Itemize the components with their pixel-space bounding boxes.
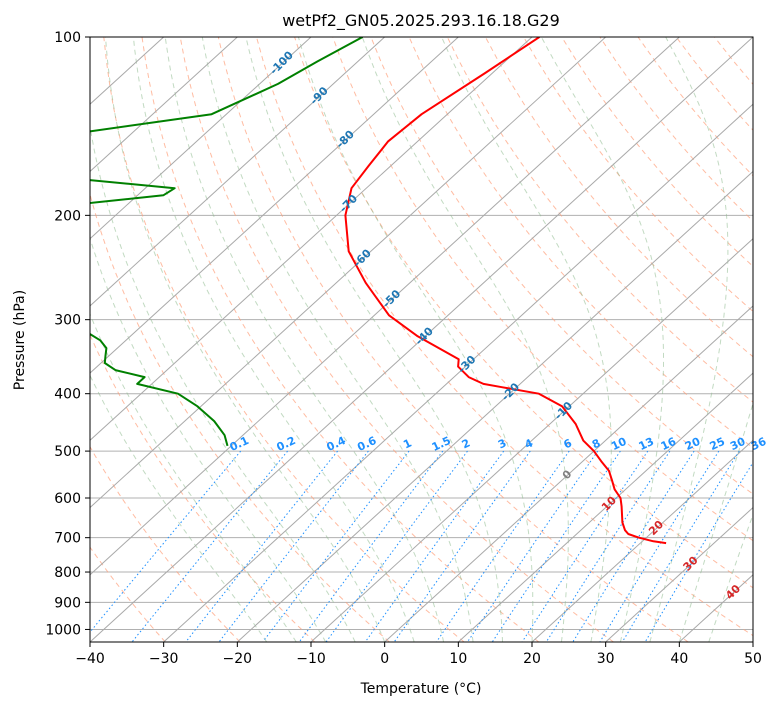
mixing-ratio-line	[325, 450, 468, 642]
y-tick-label: 600	[54, 491, 81, 507]
y-tick-label: 500	[54, 444, 81, 460]
x-axis-label: Temperature (°C)	[360, 681, 482, 697]
moist-adiabat	[90, 236, 327, 642]
gridlines	[90, 37, 753, 630]
dry-adiabat	[256, 37, 753, 637]
moist-adiabat	[90, 374, 268, 642]
mixing-ratio-lines	[90, 450, 753, 642]
mixing-ratio-line	[467, 450, 599, 642]
mixing-ratio-label: 36	[749, 435, 769, 453]
y-tick-label: 900	[54, 595, 81, 611]
mixing-ratio-line	[218, 450, 369, 642]
moist-adiabat	[245, 37, 503, 642]
moist-adiabat	[164, 37, 445, 642]
mixing-ratio-line	[298, 450, 444, 642]
moist-adiabat	[678, 401, 753, 642]
isotherm	[384, 305, 753, 642]
mixing-ratio-line	[90, 450, 242, 633]
dewpoint-profile	[90, 37, 364, 447]
dry-adiabat	[217, 37, 689, 642]
mixing-ratio-line	[599, 450, 720, 642]
dry-adiabat	[90, 333, 316, 642]
mixing-ratio-line	[393, 450, 531, 642]
isotherm	[752, 641, 753, 642]
moist-adiabat	[90, 123, 356, 642]
dry-adiabat	[408, 37, 753, 449]
isotherm	[236, 170, 753, 642]
moist-adiabat	[90, 312, 297, 642]
x-tick-label: −10	[296, 651, 326, 667]
y-tick-label: 700	[54, 531, 81, 547]
dry-adiabat	[370, 37, 753, 495]
mixing-ratio-label: 13	[637, 435, 656, 453]
mixing-ratio-line	[644, 461, 753, 642]
isotherms	[90, 37, 753, 642]
dry-adiabat	[446, 37, 753, 403]
profile-series	[90, 37, 667, 545]
isotherm	[90, 37, 533, 442]
mixing-ratio-line	[131, 450, 288, 642]
x-tick-label: 40	[670, 651, 688, 667]
y-tick-label: 400	[54, 387, 81, 403]
isotherm	[457, 372, 753, 642]
dry-adiabat	[752, 37, 753, 39]
y-tick-label: 300	[54, 313, 81, 329]
mixing-ratio-line	[185, 450, 338, 642]
y-tick-label: 100	[54, 30, 81, 46]
moist-adiabat	[201, 37, 474, 642]
x-tick-label: −20	[223, 651, 253, 667]
mixing-ratio-line	[491, 450, 621, 642]
y-axis-label: Pressure (hPa)	[12, 290, 28, 390]
moist-adiabat	[441, 37, 612, 642]
isotherm	[90, 37, 238, 173]
dry-adiabats	[90, 37, 753, 642]
isotherm	[90, 37, 312, 240]
moist-adiabat	[361, 37, 569, 642]
y-tick-label: 200	[54, 208, 81, 224]
mixing-ratio-label: 25	[708, 435, 727, 453]
temperature-profile	[344, 37, 667, 545]
mixing-ratio-label: 16	[659, 435, 679, 453]
mixing-ratio-line	[435, 450, 570, 642]
y-tick-label: 1000	[45, 622, 81, 638]
isotherm	[531, 439, 753, 642]
moist-adiabat	[105, 37, 386, 642]
dry-adiabat	[103, 37, 465, 642]
x-tick-label: 0	[380, 651, 389, 667]
mixing-ratio-label: 30	[728, 435, 748, 453]
chart-title: wetPf2_GN05.2025.293.16.18.G29	[282, 11, 560, 31]
x-tick-label: −30	[149, 651, 179, 667]
moist-adiabats	[90, 37, 753, 642]
isotherm	[605, 506, 753, 642]
moist-adiabat	[649, 37, 729, 642]
isotherm	[90, 37, 607, 509]
isotherm	[90, 37, 680, 576]
x-tick-label: −40	[75, 651, 105, 667]
mixing-ratio-label: 10	[609, 435, 629, 453]
isotherm	[90, 37, 386, 307]
axis-ticks: −40 −30 −20 −10 0 10 20 30 40 50 100 200 300 400 500 60…	[45, 30, 762, 667]
x-tick-label: 20	[523, 651, 541, 667]
plot-frame	[89, 36, 754, 643]
mixing-ratio-line	[621, 450, 740, 642]
moist-adiabat	[297, 37, 534, 642]
y-tick-label: 800	[54, 565, 81, 581]
isotherm	[90, 37, 459, 374]
dry-adiabat	[141, 37, 540, 642]
mixing-ratio-label: 20	[683, 435, 703, 453]
x-tick-label: 50	[744, 651, 762, 667]
dry-adiabat	[90, 546, 166, 642]
x-tick-label: 10	[449, 651, 467, 667]
dry-adiabat	[90, 445, 241, 642]
isotherm	[310, 237, 753, 642]
isotherm	[163, 103, 753, 642]
x-tick-label: 30	[597, 651, 615, 667]
